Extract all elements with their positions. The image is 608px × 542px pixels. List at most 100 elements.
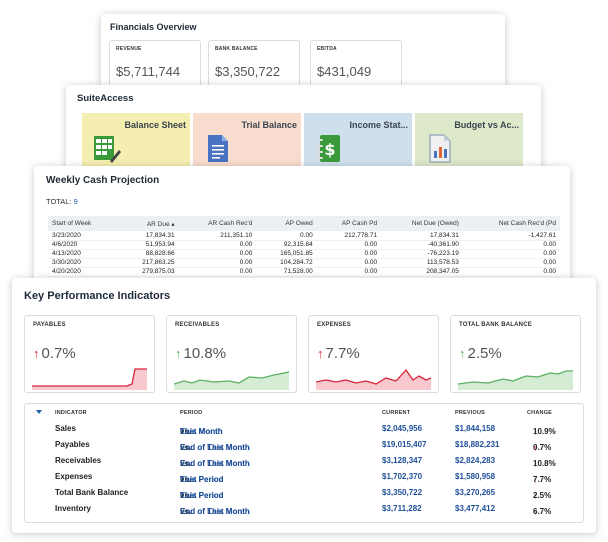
- table-cell: 0.00: [316, 267, 382, 277]
- table-cell: 0.00: [316, 249, 382, 259]
- kpi-table-row[interactable]: Expenses This Period vs. Last Period $1,70…: [25, 469, 583, 485]
- spreadsheet-icon: [94, 136, 121, 163]
- expenses-sparkline: [316, 368, 432, 390]
- current-value[interactable]: $1,702,370: [382, 472, 423, 481]
- kpi-table-row[interactable]: Sales This Month vs. Last Month $2,045,956…: [25, 421, 583, 437]
- period-current-link[interactable]: This Month: [180, 427, 223, 436]
- period-vs: vs.: [180, 443, 192, 452]
- period-current-link[interactable]: This Period: [180, 475, 224, 484]
- table-cell: 279,875.03: [118, 267, 179, 277]
- kpi-receivables-value: ↑ 10.8%: [175, 345, 226, 362]
- current-value[interactable]: $19,015,407: [382, 440, 427, 449]
- current-value[interactable]: $3,128,347: [382, 456, 423, 465]
- revenue-label: REVENUE: [116, 46, 142, 52]
- arrow-up-icon: ↑: [533, 475, 538, 485]
- period-current-link[interactable]: End of This Month: [180, 443, 250, 452]
- kpi-table-row[interactable]: Payables End of This Month vs. End of Las…: [25, 437, 583, 453]
- period-current-link[interactable]: End of This Month: [180, 459, 250, 468]
- header-current: CURRENT: [382, 410, 411, 416]
- collapse-caret-icon[interactable]: [36, 410, 42, 414]
- suiteaccess-card: SuiteAccess Balance Sheet Trial Balance: [66, 85, 541, 178]
- table-cell: 17,834.31: [118, 231, 179, 241]
- col-ap-owed[interactable]: AP Owed: [256, 216, 317, 231]
- table-row[interactable]: 4/6/2020 51,953.94 0.00 92,315.84 0.00 -40,36…: [48, 240, 560, 250]
- current-value[interactable]: $2,045,956: [382, 424, 423, 433]
- tile-income-statement[interactable]: Income Stat... $: [304, 113, 412, 173]
- current-value[interactable]: $3,350,722: [382, 488, 423, 497]
- table-cell: 165,051.85: [256, 249, 317, 259]
- previous-value[interactable]: $1,844,158: [455, 424, 496, 433]
- period-vs: vs.: [180, 427, 192, 436]
- previous-value[interactable]: $2,824,283: [455, 456, 496, 465]
- previous-value[interactable]: $3,477,412: [455, 504, 496, 513]
- bank-balance-value: $3,350,722: [215, 64, 281, 79]
- previous-value[interactable]: $1,580,958: [455, 472, 496, 481]
- current-value[interactable]: $3,711,282: [382, 504, 422, 513]
- col-net-cash-recd[interactable]: Net Cash Rec'd (Pd: [462, 216, 560, 231]
- header-period: PERIOD: [180, 410, 203, 416]
- kpi-expenses-percent: 7.7%: [325, 345, 360, 362]
- table-cell: 0.00: [178, 249, 257, 259]
- kpi-total-bank-balance-box[interactable]: TOTAL BANK BALANCE ↑ 2.5%: [450, 315, 581, 393]
- weekly-title: Weekly Cash Projection: [46, 175, 160, 186]
- kpi-table-row[interactable]: Receivables End of This Month vs. End of …: [25, 453, 583, 469]
- indicator-name: Total Bank Balance: [55, 488, 129, 497]
- table-cell: 17,834.31: [381, 231, 463, 241]
- arrow-up-icon: ↑: [533, 491, 538, 501]
- col-net-due[interactable]: Net Due (Owed): [381, 216, 463, 231]
- table-cell: 4/6/2020: [48, 240, 119, 250]
- arrow-up-icon: ↑: [317, 346, 324, 361]
- revenue-box[interactable]: REVENUE $5,711,744: [109, 40, 201, 88]
- kpi-expenses-box[interactable]: EXPENSES ↑ 7.7%: [308, 315, 439, 393]
- col-ap-cash-pd[interactable]: AP Cash Pd: [316, 216, 382, 231]
- header-change: CHANGE: [527, 410, 553, 416]
- table-cell: 4/20/2020: [48, 267, 119, 277]
- previous-value[interactable]: $3,270,265: [455, 488, 496, 497]
- ebitda-box[interactable]: EBITDA $431,049: [310, 40, 402, 88]
- kpi-receivables-percent: 10.8%: [183, 345, 227, 362]
- previous-value[interactable]: $18,882,231: [455, 440, 500, 449]
- change-percent: 7.7%: [533, 475, 552, 484]
- table-row[interactable]: 4/13/2020 88,828.66 0.00 165,051.85 0.00 -76,…: [48, 249, 560, 259]
- bank-balance-box[interactable]: BANK BALANCE $3,350,722: [208, 40, 300, 88]
- col-ar-due[interactable]: AR Due ▴: [118, 216, 179, 231]
- kpi-receivables-box[interactable]: RECEIVABLES ↑ 10.8%: [166, 315, 297, 393]
- period-current-link[interactable]: This Period: [180, 491, 224, 500]
- weekly-total-value[interactable]: 9: [73, 197, 78, 206]
- table-cell: 51,953.94: [118, 240, 179, 250]
- indicator-name: Payables: [55, 440, 90, 449]
- table-cell: 0.00: [178, 267, 257, 277]
- kpi-total-bank-balance-value: ↑ 2.5%: [459, 345, 502, 362]
- kpi-table-row[interactable]: Total Bank Balance This Period vs. Last P…: [25, 485, 583, 501]
- period-previous-link[interactable]: End of Last Month: [180, 443, 250, 452]
- period-vs: vs.: [180, 507, 192, 516]
- dollar-notebook-icon: $: [317, 135, 340, 162]
- table-cell: 217,863.25: [118, 258, 179, 268]
- table-row[interactable]: 3/23/2020 17,834.31 211,351.10 0.00 212,778.…: [48, 231, 560, 241]
- table-row[interactable]: 4/20/2020 279,875.03 0.00 71,528.00 0.00 208,…: [48, 267, 560, 277]
- tile-trial-balance-label: Trial Balance: [241, 120, 297, 130]
- bank-balance-label: BANK BALANCE: [215, 46, 258, 52]
- tile-trial-balance[interactable]: Trial Balance: [193, 113, 301, 173]
- table-row[interactable]: 3/30/2020 217,863.25 0.00 104,284.72 0.00 113…: [48, 258, 560, 268]
- period-previous-link[interactable]: Last Period: [180, 475, 224, 484]
- col-ar-cash-recd[interactable]: AR Cash Rec'd: [178, 216, 257, 231]
- table-cell: 88,828.66: [118, 249, 179, 259]
- period-previous-link[interactable]: Last Month: [180, 427, 223, 436]
- arrow-up-icon: ↑: [175, 346, 182, 361]
- period-vs: vs.: [180, 491, 192, 500]
- kpi-payables-box[interactable]: PAYABLES ↑ 0.7%: [24, 315, 155, 393]
- period-previous-link[interactable]: End of Last Month: [180, 459, 250, 468]
- financials-title: Financials Overview: [110, 22, 197, 32]
- period-previous-link[interactable]: Last Period: [180, 491, 224, 500]
- period-current-link[interactable]: End of This Month: [180, 507, 250, 516]
- tile-budget-vs-actual[interactable]: Budget vs Ac...: [415, 113, 523, 173]
- bank-balance-sparkline: [458, 370, 573, 390]
- period-previous-link[interactable]: End of Last Month: [180, 507, 250, 516]
- table-cell: 3/23/2020: [48, 231, 119, 241]
- change-percent: 10.9%: [533, 427, 556, 436]
- tile-balance-sheet[interactable]: Balance Sheet: [82, 113, 190, 173]
- col-start-of-week[interactable]: Start of Week: [48, 216, 119, 231]
- kpi-table-row[interactable]: Inventory End of This Month vs. End of La…: [25, 501, 583, 517]
